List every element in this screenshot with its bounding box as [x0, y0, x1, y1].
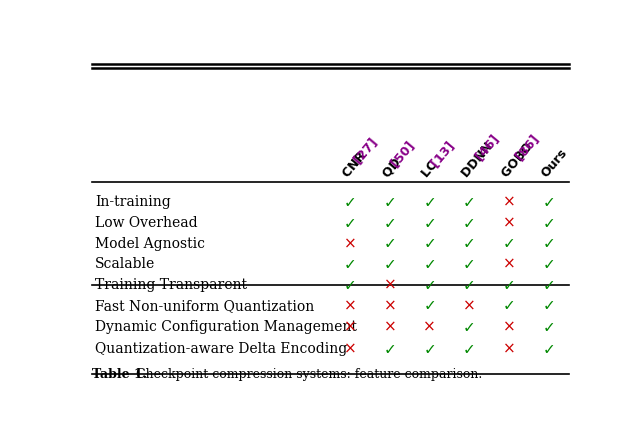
- Text: ✓: ✓: [383, 257, 396, 272]
- Text: ✓: ✓: [463, 236, 476, 251]
- Text: [27]: [27]: [340, 136, 380, 180]
- Text: ×: ×: [383, 320, 396, 335]
- Text: ×: ×: [383, 278, 396, 293]
- Text: GOBO: GOBO: [499, 137, 538, 180]
- Text: ✓: ✓: [463, 342, 476, 357]
- Text: Dynamic Configuration Management: Dynamic Configuration Management: [95, 320, 356, 334]
- Text: ✓: ✓: [383, 236, 396, 251]
- Text: LC: LC: [420, 156, 444, 180]
- Text: ✓: ✓: [423, 298, 436, 313]
- Text: ×: ×: [502, 257, 515, 272]
- Text: ✓: ✓: [423, 236, 436, 251]
- Text: ✓: ✓: [423, 342, 436, 357]
- Text: ✓: ✓: [542, 342, 555, 357]
- Text: Scalable: Scalable: [95, 257, 155, 271]
- Text: ×: ×: [502, 342, 515, 357]
- Text: ✓: ✓: [502, 278, 515, 293]
- Text: ×: ×: [383, 298, 396, 313]
- Text: ×: ×: [344, 236, 356, 251]
- Text: ✓: ✓: [542, 215, 555, 231]
- Text: Ours: Ours: [539, 147, 570, 180]
- Text: [50]: [50]: [380, 139, 417, 180]
- Text: ✓: ✓: [542, 236, 555, 251]
- Text: ✓: ✓: [542, 257, 555, 272]
- Text: ✓: ✓: [344, 257, 356, 272]
- Text: ✓: ✓: [542, 278, 555, 293]
- Text: ✓: ✓: [463, 257, 476, 272]
- Text: ×: ×: [344, 298, 356, 313]
- Text: DDNN: DDNN: [460, 137, 499, 180]
- Text: ✓: ✓: [542, 298, 555, 313]
- Text: Quantization-aware Delta Encoding: Quantization-aware Delta Encoding: [95, 342, 347, 356]
- Text: Table 1.: Table 1.: [92, 368, 148, 381]
- Text: ✓: ✓: [344, 278, 356, 293]
- Text: Fast Non-uniform Quantization: Fast Non-uniform Quantization: [95, 299, 314, 313]
- Text: [13]: [13]: [420, 139, 457, 180]
- Text: ✓: ✓: [344, 194, 356, 210]
- Text: [86]: [86]: [499, 133, 541, 180]
- Text: ×: ×: [502, 215, 515, 231]
- Text: ✓: ✓: [542, 320, 555, 335]
- Text: Model Agnostic: Model Agnostic: [95, 236, 205, 250]
- Text: ✓: ✓: [344, 215, 356, 231]
- Text: ×: ×: [502, 320, 515, 335]
- Text: ✓: ✓: [423, 278, 436, 293]
- Text: ✓: ✓: [423, 215, 436, 231]
- Text: ✓: ✓: [423, 257, 436, 272]
- Text: QD: QD: [380, 153, 406, 180]
- Text: ×: ×: [344, 342, 356, 357]
- Text: ✓: ✓: [383, 194, 396, 210]
- Text: ×: ×: [344, 320, 356, 335]
- Text: ×: ×: [463, 298, 476, 313]
- Text: ✓: ✓: [542, 194, 555, 210]
- Text: ×: ×: [423, 320, 436, 335]
- Text: ✓: ✓: [502, 298, 515, 313]
- Text: In-training: In-training: [95, 195, 171, 209]
- Text: ✓: ✓: [423, 194, 436, 210]
- Text: CNR: CNR: [340, 146, 372, 180]
- Text: Low Overhead: Low Overhead: [95, 216, 198, 230]
- Text: ✓: ✓: [463, 215, 476, 231]
- Text: ✓: ✓: [502, 236, 515, 251]
- Text: Checkpoint compression systems: feature comparison.: Checkpoint compression systems: feature …: [128, 368, 483, 381]
- Text: ✓: ✓: [383, 342, 396, 357]
- Text: ✓: ✓: [383, 215, 396, 231]
- Text: ✓: ✓: [463, 194, 476, 210]
- Text: ✓: ✓: [463, 320, 476, 335]
- Text: [46]: [46]: [460, 133, 502, 180]
- Text: Training Transparent: Training Transparent: [95, 278, 247, 292]
- Text: ×: ×: [502, 194, 515, 210]
- Text: ✓: ✓: [463, 278, 476, 293]
